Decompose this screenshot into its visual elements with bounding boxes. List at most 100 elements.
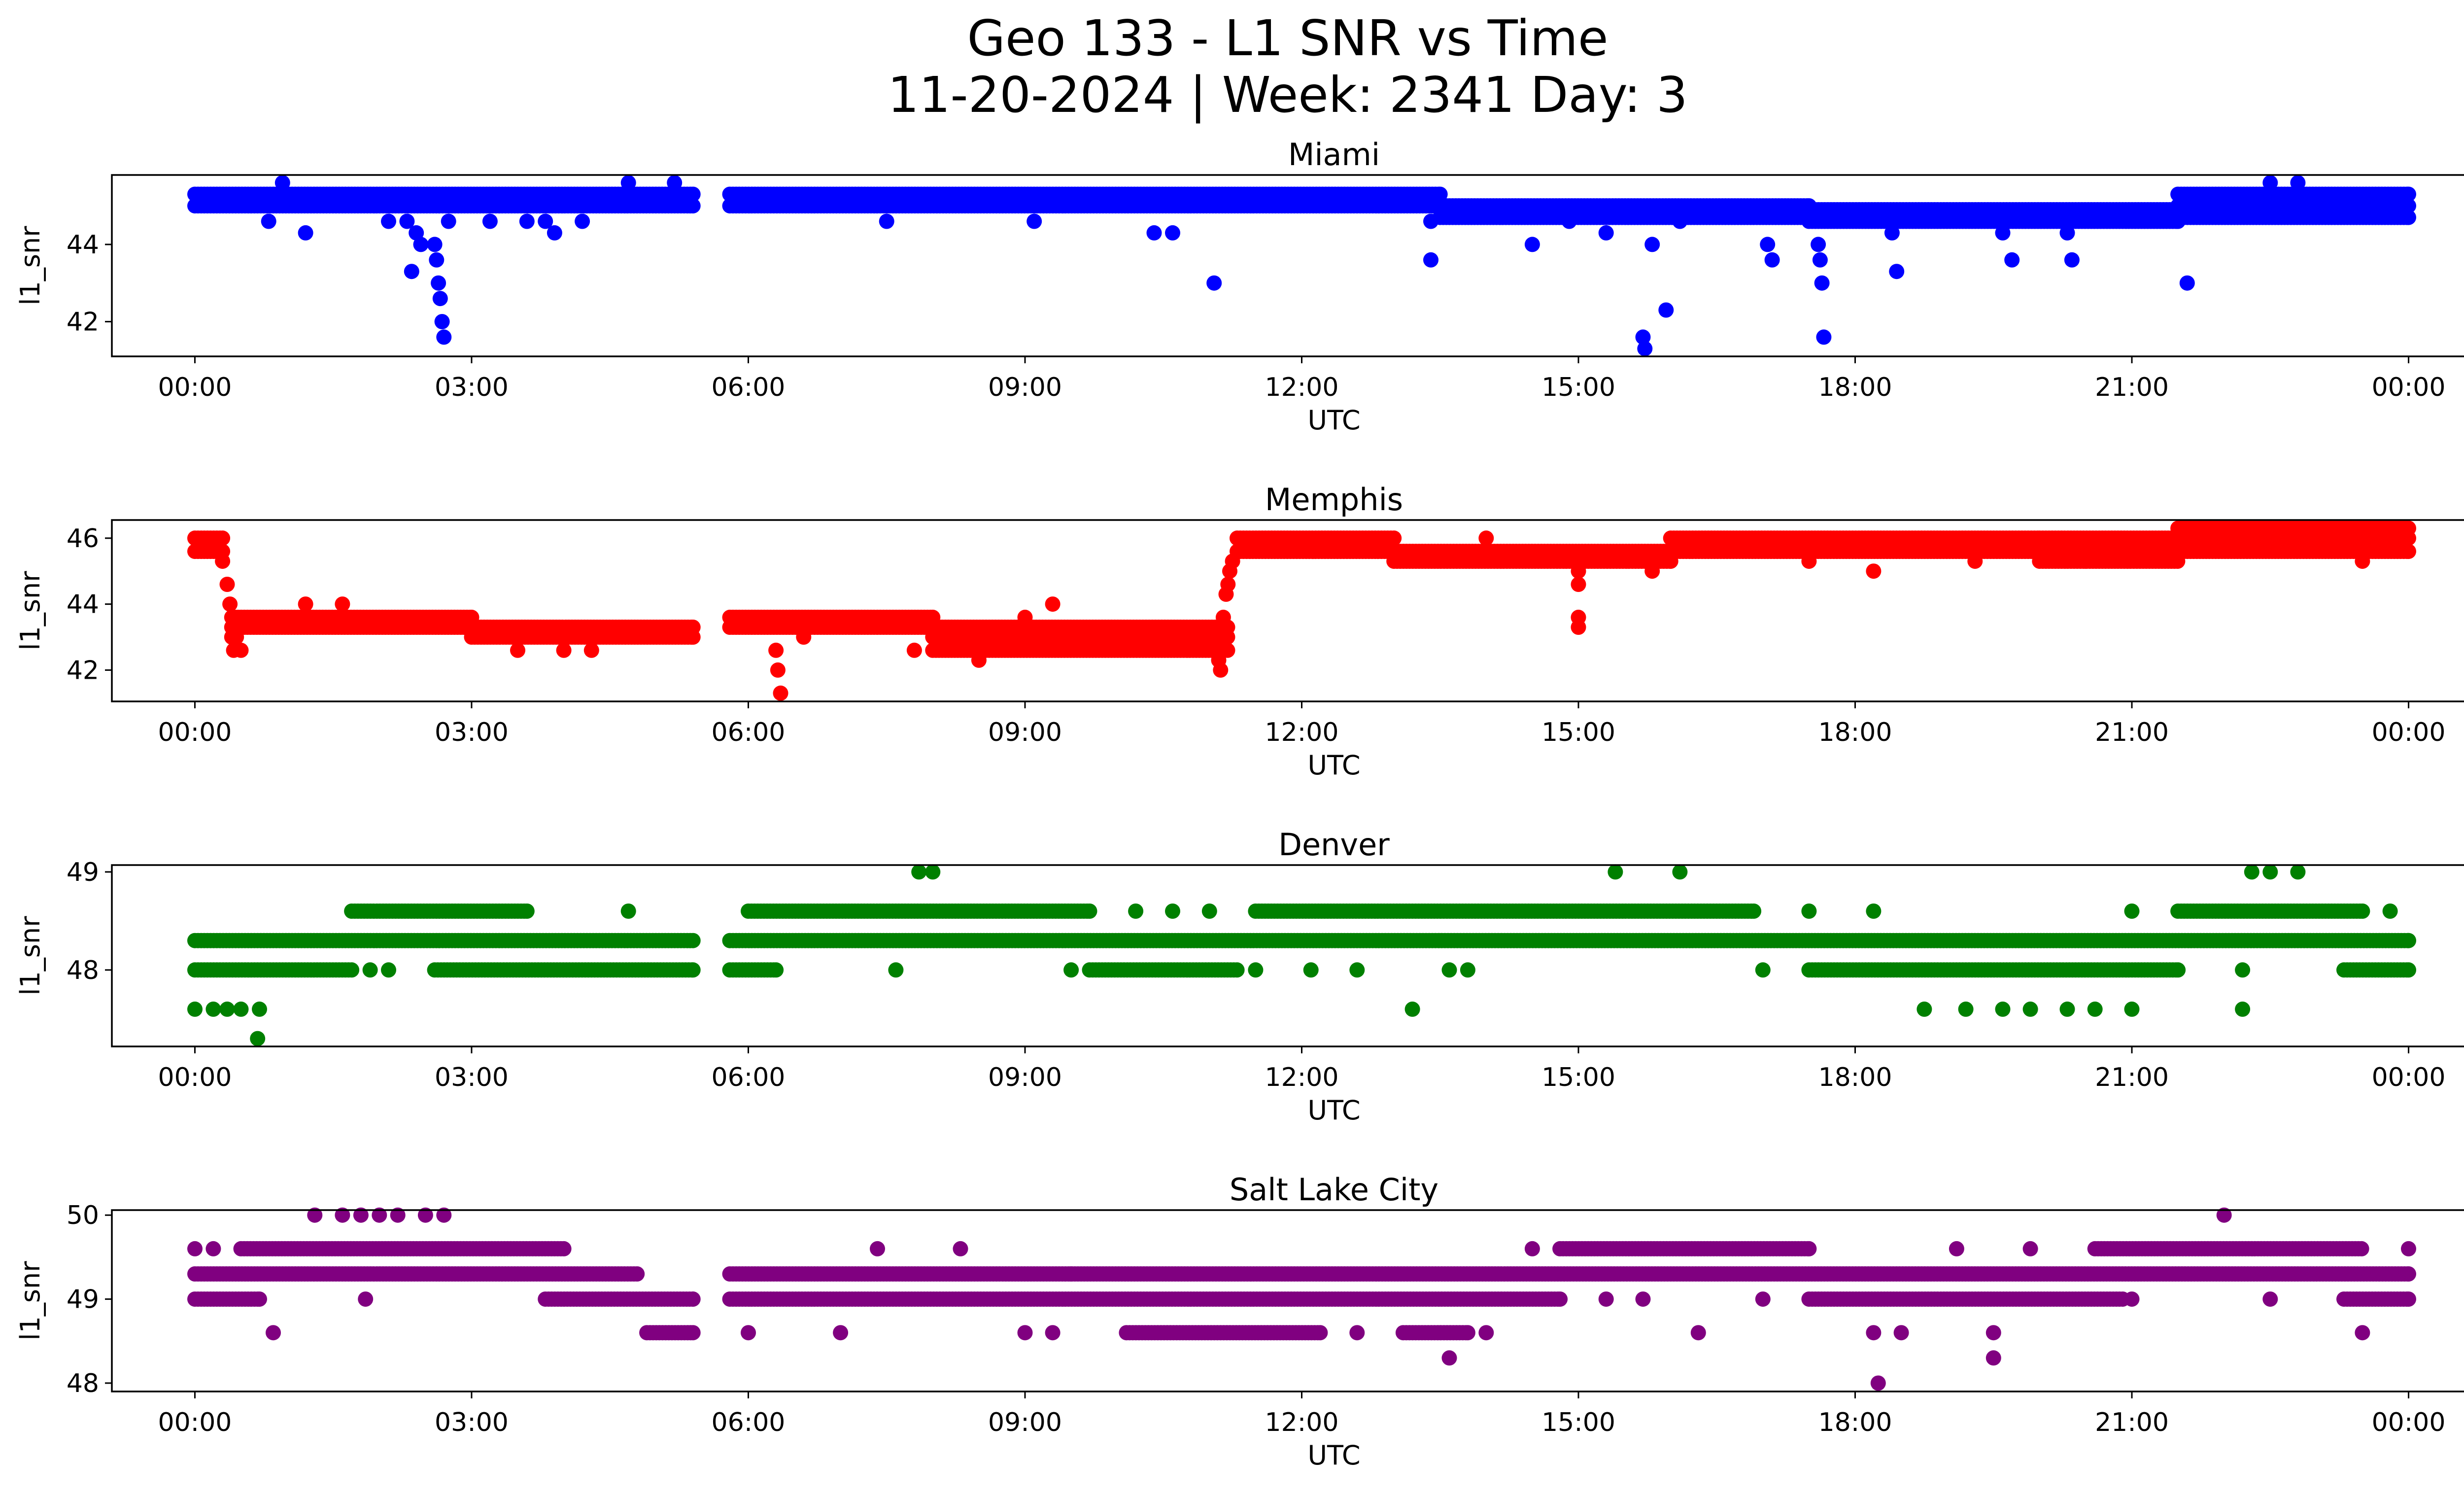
data-point [335,596,350,612]
x-tick-label: 00:00 [158,1063,232,1092]
x-tick-label: 12:00 [1265,718,1339,747]
data-point [1746,904,1762,919]
data-point [547,225,562,241]
x-tick-label: 09:00 [988,718,1062,747]
data-point [1801,554,1817,569]
data-point [575,213,590,229]
data-point [2124,1001,2140,1017]
data-point [1017,609,1033,625]
data-point [1229,962,1245,978]
figure-title-line-2: 11-20-2024 | Week: 2341 Day: 3 [888,66,1688,124]
data-point [233,1001,249,1017]
x-tick-label: 18:00 [1818,373,1892,402]
data-point [1814,275,1830,291]
data-point [685,186,701,202]
data-point [685,962,701,978]
data-point [556,642,572,658]
data-point [1201,904,1217,919]
x-tick-label: 00:00 [2372,718,2446,747]
x-tick-label: 15:00 [1541,718,1615,747]
data-point [796,629,812,645]
data-point [770,662,786,678]
data-point [2078,554,2093,569]
data-point [298,225,313,241]
data-point [1423,252,1438,268]
data-point [381,213,396,229]
data-point [2087,1001,2103,1017]
x-tick-label: 09:00 [988,1063,1062,1092]
data-point [1958,1001,1974,1017]
data-point [879,213,894,229]
data-point [1215,609,1231,625]
data-point [482,213,498,229]
data-point [685,933,701,948]
data-point [2401,962,2416,978]
data-point [1801,904,1817,919]
data-point [2355,904,2370,919]
data-point [429,252,445,268]
data-point [2235,1001,2251,1017]
data-point [1995,225,2011,241]
data-point [215,554,231,569]
x-tick-label: 12:00 [1265,373,1339,402]
data-point [427,237,443,252]
data-point [1432,186,1448,202]
data-point [1146,225,1162,241]
data-point [250,1031,266,1046]
data-point [187,1001,203,1017]
data-point [2059,1001,2075,1017]
data-point [1404,1001,1420,1017]
y-axis-label: l1_snr [15,226,46,306]
data-point [2022,1001,2038,1017]
x-tick-label: 09:00 [988,373,1062,402]
x-tick-label: 00:00 [2372,1063,2446,1092]
y-axis-label: l1_snr [15,916,46,996]
data-point [2401,186,2416,202]
y-axis-label: l1_snr [15,571,46,651]
subplot-title: Denver [1278,827,1390,863]
data-point [1027,213,1042,229]
data-point [1423,213,1438,229]
x-tick-label: 03:00 [435,718,509,747]
data-point [768,962,784,978]
data-point [219,577,235,592]
axes-frame [111,864,2464,1047]
data-point [1760,237,1776,252]
data-point [906,642,922,658]
x-tick-label: 15:00 [1541,1063,1615,1092]
data-point [773,685,788,701]
data-point [436,329,452,345]
data-point [2355,554,2370,569]
subplot-title: Memphis [1265,482,1403,518]
axes-frame [111,174,2464,357]
data-point [233,642,249,658]
data-point [298,596,313,612]
data-point [274,175,290,191]
data-point [1441,962,1457,978]
data-point [252,1001,267,1017]
x-tick-label: 00:00 [158,373,232,402]
data-point [2382,904,2398,919]
data-point [1165,225,1180,241]
y-tick-label: 42 [67,308,99,337]
x-tick-label: 06:00 [712,718,786,747]
data-point [1884,225,1900,241]
data-point [925,864,941,880]
data-point [441,213,456,229]
data-point [1812,252,1828,268]
data-point [432,291,448,307]
data-point [2401,198,2416,214]
data-point [1672,213,1688,229]
data-point [519,213,535,229]
x-tick-label: 00:00 [2372,373,2446,402]
data-point [404,264,419,279]
data-point [685,620,701,635]
data-point [219,1001,235,1017]
y-tick-label: 49 [67,858,99,887]
x-tick-label: 06:00 [712,373,786,402]
x-tick-label: 00:00 [158,718,232,747]
data-point [431,275,446,291]
